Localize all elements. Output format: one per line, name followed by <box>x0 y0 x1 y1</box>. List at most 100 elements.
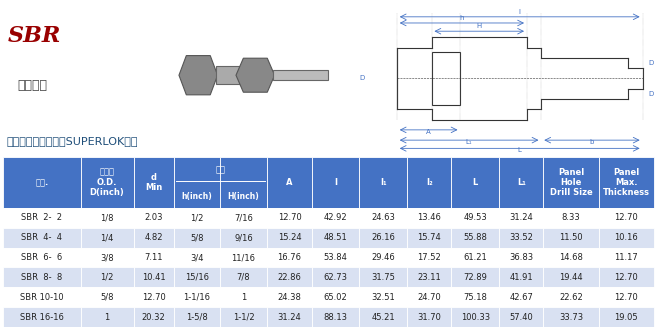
Text: 2.03: 2.03 <box>145 214 163 222</box>
Bar <box>599 157 654 208</box>
Bar <box>599 248 654 267</box>
Bar <box>133 157 174 208</box>
Text: 57.40: 57.40 <box>509 313 533 321</box>
Bar <box>499 267 543 287</box>
Text: 12.70: 12.70 <box>614 293 638 302</box>
Bar <box>311 287 359 307</box>
Text: 23.11: 23.11 <box>417 273 442 282</box>
Bar <box>451 208 499 228</box>
Bar <box>599 208 654 228</box>
Bar <box>543 267 599 287</box>
Text: 16.76: 16.76 <box>277 253 302 262</box>
Bar <box>174 208 219 228</box>
Bar <box>219 157 267 208</box>
Text: Panel
Max.
Thickness: Panel Max. Thickness <box>602 167 650 198</box>
Bar <box>81 208 133 228</box>
Text: 4.82: 4.82 <box>145 233 163 242</box>
Bar <box>451 267 499 287</box>
Text: 36.83: 36.83 <box>509 253 533 262</box>
Bar <box>359 157 407 208</box>
Text: SBR  6-  6: SBR 6- 6 <box>21 253 62 262</box>
Text: 17.52: 17.52 <box>417 253 442 262</box>
Text: 管外径
O.D.
D(inch): 管外径 O.D. D(inch) <box>89 167 124 198</box>
Text: 48.51: 48.51 <box>324 233 348 242</box>
Bar <box>81 248 133 267</box>
Text: SBR: SBR <box>7 25 60 47</box>
Text: b: b <box>590 139 594 145</box>
Text: 12.70: 12.70 <box>614 214 638 222</box>
Text: Panel
Hole
Drill Size: Panel Hole Drill Size <box>549 167 593 198</box>
Bar <box>174 307 219 327</box>
Bar <box>451 228 499 248</box>
Bar <box>311 267 359 287</box>
Text: d
Min: d Min <box>145 173 162 192</box>
Text: 5/8: 5/8 <box>190 233 204 242</box>
Bar <box>311 157 359 208</box>
Text: L₁: L₁ <box>466 139 472 145</box>
Bar <box>219 267 267 287</box>
Text: 31.70: 31.70 <box>417 313 442 321</box>
Bar <box>407 307 451 327</box>
Text: l: l <box>334 178 337 187</box>
Bar <box>311 307 359 327</box>
Text: 型号.: 型号. <box>35 178 49 187</box>
Bar <box>81 157 133 208</box>
Text: 12.70: 12.70 <box>142 293 166 302</box>
Text: A: A <box>286 178 293 187</box>
Bar <box>599 228 654 248</box>
Bar <box>219 208 267 228</box>
Text: 15/16: 15/16 <box>185 273 209 282</box>
Text: SBR  2-  2: SBR 2- 2 <box>22 214 62 222</box>
Bar <box>432 52 461 105</box>
Text: 3/8: 3/8 <box>101 253 114 262</box>
Text: 20.32: 20.32 <box>142 313 166 321</box>
Bar <box>407 248 451 267</box>
Text: 31.24: 31.24 <box>278 313 302 321</box>
Text: SBR  4-  4: SBR 4- 4 <box>22 233 62 242</box>
Bar <box>267 287 311 307</box>
Text: 24.63: 24.63 <box>371 214 396 222</box>
Text: 13.46: 13.46 <box>417 214 442 222</box>
Text: 15.24: 15.24 <box>278 233 302 242</box>
Text: H(inch): H(inch) <box>227 192 260 201</box>
Text: 1-1/16: 1-1/16 <box>183 293 210 302</box>
Text: 53.84: 53.84 <box>323 253 348 262</box>
Text: 31.75: 31.75 <box>371 273 396 282</box>
Bar <box>499 228 543 248</box>
Bar <box>3 157 81 208</box>
Bar <box>267 248 311 267</box>
Text: 11.50: 11.50 <box>559 233 583 242</box>
Text: 24.70: 24.70 <box>417 293 442 302</box>
Text: 1/2: 1/2 <box>101 273 114 282</box>
Bar <box>499 248 543 267</box>
Bar <box>133 248 174 267</box>
Bar <box>359 287 407 307</box>
Polygon shape <box>179 56 217 95</box>
Text: l₁: l₁ <box>380 178 386 187</box>
Bar <box>174 287 219 307</box>
Bar <box>451 287 499 307</box>
Text: 88.13: 88.13 <box>323 313 348 321</box>
Bar <box>499 208 543 228</box>
Bar <box>3 208 81 228</box>
Text: 1/2: 1/2 <box>190 214 204 222</box>
Bar <box>3 267 81 287</box>
Bar <box>311 248 359 267</box>
Text: 33.52: 33.52 <box>509 233 533 242</box>
Text: 100.33: 100.33 <box>461 313 490 321</box>
Bar <box>267 267 311 287</box>
Bar <box>359 267 407 287</box>
Bar <box>359 248 407 267</box>
Text: 10.41: 10.41 <box>142 273 166 282</box>
Text: 7.11: 7.11 <box>145 253 163 262</box>
Text: 5/8: 5/8 <box>101 293 114 302</box>
Bar <box>267 208 311 228</box>
Bar <box>599 307 654 327</box>
Bar <box>219 307 267 327</box>
Text: 32.51: 32.51 <box>371 293 396 302</box>
Bar <box>3 228 81 248</box>
Bar <box>499 287 543 307</box>
Text: 62.73: 62.73 <box>323 273 348 282</box>
Bar <box>543 287 599 307</box>
Text: 1/4: 1/4 <box>101 233 114 242</box>
